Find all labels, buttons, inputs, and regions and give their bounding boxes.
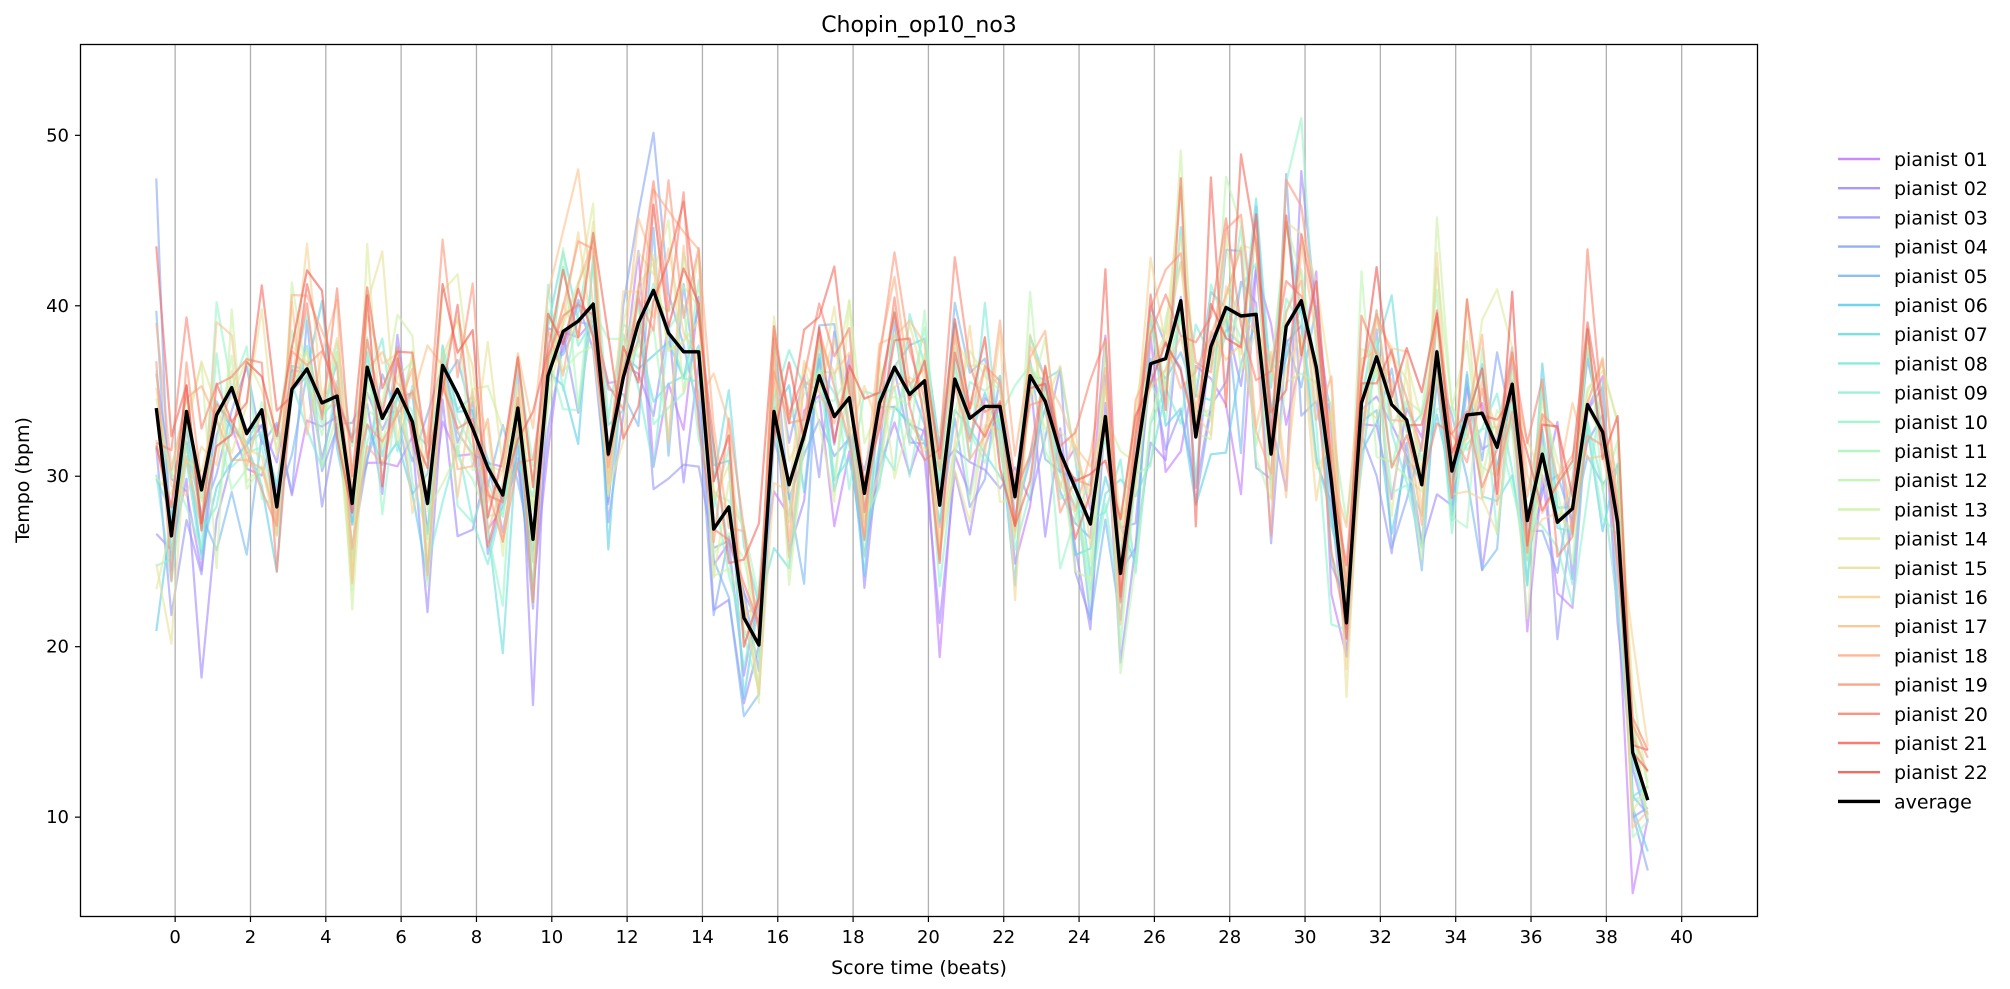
- x-axis-ticks: 0 2 4 6 8 10 12 14 16 18 20 22 24 26 28 30 32 34 36 38 40: [169, 916, 1693, 948]
- legend-label: pianist 04: [1894, 237, 1988, 259]
- legend-entry: pianist 03: [1838, 207, 1988, 229]
- x-tick-label: 16: [766, 927, 789, 948]
- legend-entry: pianist 19: [1838, 675, 1988, 697]
- x-tick-label: 26: [1143, 927, 1166, 948]
- x-tick-label: 36: [1520, 927, 1543, 948]
- legend-entry: pianist 16: [1838, 587, 1988, 609]
- chart-title: Chopin_op10_no3: [821, 13, 1017, 38]
- y-tick-label: 10: [46, 807, 69, 828]
- legend-entry: pianist 18: [1838, 645, 1988, 667]
- legend-entry: pianist 05: [1838, 266, 1988, 288]
- y-tick-label: 50: [46, 125, 69, 146]
- series-line-pianist-21: [155, 153, 1649, 752]
- legend-entry: pianist 08: [1838, 353, 1988, 375]
- x-tick-label: 22: [992, 927, 1015, 948]
- legend-label: average: [1894, 791, 1972, 813]
- legend-entry: pianist 15: [1838, 558, 1988, 580]
- legend-entry: pianist 07: [1838, 324, 1988, 346]
- y-axis-ticks: 10 20 30 40 50: [46, 125, 81, 828]
- legend-entry: pianist 01: [1838, 149, 1988, 171]
- series-line-pianist-09: [155, 225, 1649, 802]
- legend-label: pianist 16: [1894, 587, 1988, 609]
- x-tick-label: 18: [842, 927, 865, 948]
- legend-entry: pianist 02: [1838, 178, 1988, 200]
- x-tick-label: 4: [320, 927, 331, 948]
- legend-label: pianist 13: [1894, 499, 1988, 521]
- legend-entry: pianist 06: [1838, 295, 1988, 317]
- legend-entry: pianist 11: [1838, 441, 1988, 463]
- x-tick-label: 6: [395, 927, 406, 948]
- legend-entry: pianist 13: [1838, 499, 1988, 521]
- legend-label: pianist 08: [1894, 353, 1988, 375]
- legend-entry: pianist 22: [1838, 762, 1988, 784]
- legend-label: pianist 14: [1894, 529, 1988, 551]
- legend-label: pianist 15: [1894, 558, 1988, 580]
- average-line-layer: [154, 288, 1650, 801]
- x-tick-label: 34: [1444, 927, 1467, 948]
- legend-entry: average: [1838, 791, 1972, 813]
- legend-label: pianist 09: [1894, 383, 1988, 405]
- legend-label: pianist 10: [1894, 412, 1988, 434]
- legend-label: pianist 19: [1894, 675, 1988, 697]
- legend-entry: pianist 09: [1838, 383, 1988, 405]
- x-tick-label: 28: [1218, 927, 1241, 948]
- y-axis-label: Tempo (bpm): [12, 417, 34, 544]
- legend-label: pianist 12: [1894, 470, 1988, 492]
- legend-entry: pianist 10: [1838, 412, 1988, 434]
- series-line-pianist-22: [155, 203, 1649, 772]
- series-line-average: [154, 288, 1650, 801]
- x-tick-label: 2: [245, 927, 256, 948]
- x-tick-label: 14: [691, 927, 714, 948]
- legend: pianist 01 pianist 02 pianist 03 pianist 04…: [1838, 149, 1988, 813]
- legend-label: pianist 01: [1894, 149, 1988, 171]
- x-tick-label: 8: [471, 927, 482, 948]
- y-tick-label: 20: [46, 637, 69, 658]
- legend-label: pianist 02: [1894, 178, 1988, 200]
- x-tick-label: 20: [917, 927, 940, 948]
- legend-label: pianist 18: [1894, 645, 1988, 667]
- x-tick-label: 10: [540, 927, 563, 948]
- legend-label: pianist 22: [1894, 762, 1988, 784]
- y-tick-label: 30: [46, 466, 69, 487]
- x-tick-label: 12: [616, 927, 639, 948]
- plot-frame: [79, 43, 1759, 918]
- y-tick-label: 40: [46, 296, 69, 317]
- legend-label: pianist 21: [1894, 733, 1988, 755]
- legend-label: pianist 11: [1894, 441, 1988, 463]
- x-tick-label: 32: [1369, 927, 1392, 948]
- legend-entry: pianist 20: [1838, 704, 1988, 726]
- legend-entry: pianist 04: [1838, 237, 1988, 259]
- x-tick-label: 38: [1595, 927, 1618, 948]
- legend-label: pianist 20: [1894, 704, 1988, 726]
- legend-entry: pianist 14: [1838, 529, 1988, 551]
- x-tick-label: 40: [1670, 927, 1693, 948]
- legend-entry: pianist 21: [1838, 733, 1988, 755]
- legend-entry: pianist 12: [1838, 470, 1988, 492]
- legend-label: pianist 17: [1894, 616, 1988, 638]
- x-tick-label: 0: [169, 927, 180, 948]
- legend-label: pianist 06: [1894, 295, 1988, 317]
- series-line-pianist-12: [155, 175, 1649, 783]
- x-axis-label: Score time (beats): [831, 957, 1007, 979]
- legend-label: pianist 07: [1894, 324, 1988, 346]
- legend-label: pianist 03: [1894, 207, 1988, 229]
- x-tick-label: 24: [1068, 927, 1091, 948]
- legend-entry: pianist 17: [1838, 616, 1988, 638]
- legend-label: pianist 05: [1894, 266, 1988, 288]
- x-tick-label: 30: [1294, 927, 1317, 948]
